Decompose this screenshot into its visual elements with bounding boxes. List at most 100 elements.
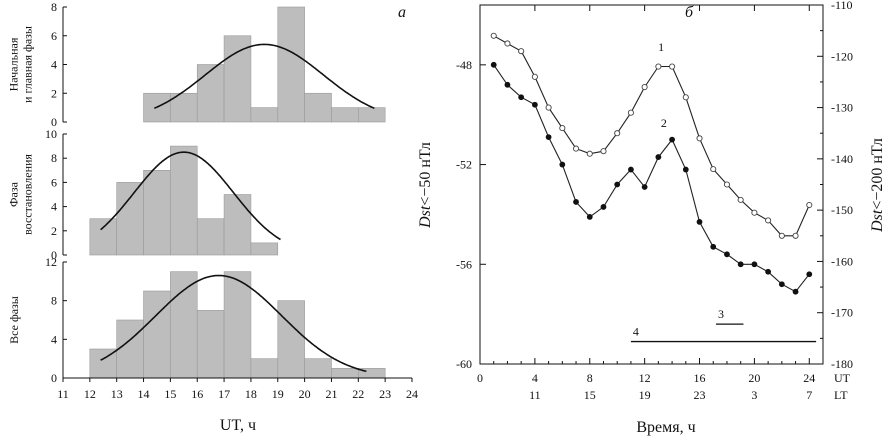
y-tick-label: 2 <box>51 224 57 238</box>
y-axis-label: Начальнаяи главная фазы <box>7 26 35 103</box>
x-tick-label: 18 <box>245 387 257 401</box>
histogram-bar <box>250 242 279 256</box>
series-1-point <box>778 232 785 239</box>
right-y-tick-label: -130 <box>831 101 853 115</box>
series-2-point <box>806 271 813 278</box>
right-y-axis-label-em: Dst <box>869 209 886 233</box>
series-1-point <box>765 217 772 224</box>
series-2-point <box>696 218 703 225</box>
series-2-label: 2 <box>661 116 667 130</box>
series-2-point <box>737 261 744 268</box>
y-axis-label: Фазавосстановления <box>7 154 35 235</box>
series-2-point <box>628 166 634 173</box>
series-1-point <box>641 84 648 91</box>
series-2-point <box>778 281 785 288</box>
series-1-point <box>531 73 538 80</box>
x-axis-label: Время, ч <box>636 419 695 436</box>
series-1-point <box>806 201 813 209</box>
x-tick-label: 15 <box>164 387 176 401</box>
series-2-point <box>504 81 511 88</box>
series-2-point <box>614 181 621 188</box>
x-tick-label: 14 <box>138 387 150 401</box>
x-tick-label: 23 <box>379 387 391 401</box>
series-2-point <box>573 199 579 205</box>
ut-tick-label: 20 <box>748 371 760 385</box>
x-tick-label: 21 <box>325 387 337 401</box>
normal-fit-curve <box>100 151 281 241</box>
histogram-bar <box>277 6 305 123</box>
series-2-point <box>586 214 593 220</box>
series-1-point <box>696 135 703 142</box>
histogram-bar <box>196 310 225 379</box>
right-y-tick-label: -150 <box>831 203 853 217</box>
left-y-tick-label: -56 <box>456 257 472 271</box>
series-1-point <box>751 209 758 216</box>
x-tick-label: 17 <box>218 387 230 401</box>
y-axis-label-line: и главная фазы <box>20 26 34 103</box>
x-tick-label: 12 <box>84 387 96 401</box>
histogram-bar <box>331 107 359 123</box>
right-y-tick-label: -140 <box>831 152 853 166</box>
histogram-bar <box>250 358 279 379</box>
y-tick-label: 6 <box>51 29 57 43</box>
y-tick-label: 0 <box>51 115 57 129</box>
series-1-point <box>614 130 621 137</box>
series-2-point <box>655 154 662 160</box>
left-y-tick-label: -48 <box>456 58 472 72</box>
series-2-point <box>792 288 799 295</box>
right-y-tick-label: -110 <box>831 0 853 12</box>
ut-tick-label: 8 <box>587 371 593 385</box>
histogram-bar <box>223 194 252 256</box>
series-1-point <box>792 232 799 239</box>
x-tick-label: 11 <box>57 387 69 401</box>
lt-tick-label: 15 <box>584 388 596 402</box>
right-y-axis-label-rest: <−200 нТл <box>869 138 886 210</box>
histogram-bar <box>170 271 198 379</box>
annotation-label-4: 4 <box>633 325 639 339</box>
histogram-bar <box>196 64 225 123</box>
series-2-point <box>765 268 772 275</box>
y-axis-label: Все фазы <box>7 296 21 344</box>
histogram-bar <box>358 107 386 123</box>
series-1-point <box>710 166 717 173</box>
series-2-point <box>682 166 689 173</box>
y-tick-label: 6 <box>51 175 57 189</box>
series-2-point <box>641 184 648 190</box>
annotation-label-3: 3 <box>718 307 724 321</box>
series-2-point <box>518 94 525 101</box>
series-1-point <box>545 104 552 111</box>
series-1-point <box>572 145 580 152</box>
x-tick-label: 13 <box>111 387 123 401</box>
histogram-bar <box>143 290 171 379</box>
series-2-point <box>490 61 497 68</box>
y-tick-label: 8 <box>51 294 57 308</box>
series-2-point <box>545 134 552 141</box>
histogram-bar <box>304 358 332 379</box>
series-2-point <box>751 261 758 268</box>
left-y-tick-label: -52 <box>456 158 472 172</box>
y-tick-label: 4 <box>51 200 57 214</box>
panel-label-a: а <box>398 4 406 21</box>
lt-label: LT <box>834 388 848 402</box>
histogram-bar <box>196 218 225 256</box>
series-1-point <box>600 148 607 155</box>
x-tick-label: 19 <box>272 387 284 401</box>
y-axis-label-line: восстановления <box>20 154 34 235</box>
series-2-point <box>724 251 730 258</box>
series-1-point <box>737 196 744 203</box>
series-line-1 <box>493 35 810 237</box>
normal-fit-curve <box>100 274 367 373</box>
histogram-bar <box>277 300 305 379</box>
x-tick-label: 24 <box>406 387 418 401</box>
x-tick-label: 22 <box>352 387 364 401</box>
y-tick-label: 0 <box>51 371 57 385</box>
right-y-tick-label: -120 <box>831 49 853 63</box>
ut-tick-label: 12 <box>639 371 651 385</box>
right-y-tick-label: -180 <box>831 357 853 371</box>
histogram-bar <box>170 145 198 256</box>
ut-tick-label: 24 <box>803 371 815 385</box>
series-1-point <box>504 40 511 47</box>
histogram-bar <box>223 35 252 123</box>
series-2-point <box>531 101 538 108</box>
histogram-bar <box>223 271 252 379</box>
